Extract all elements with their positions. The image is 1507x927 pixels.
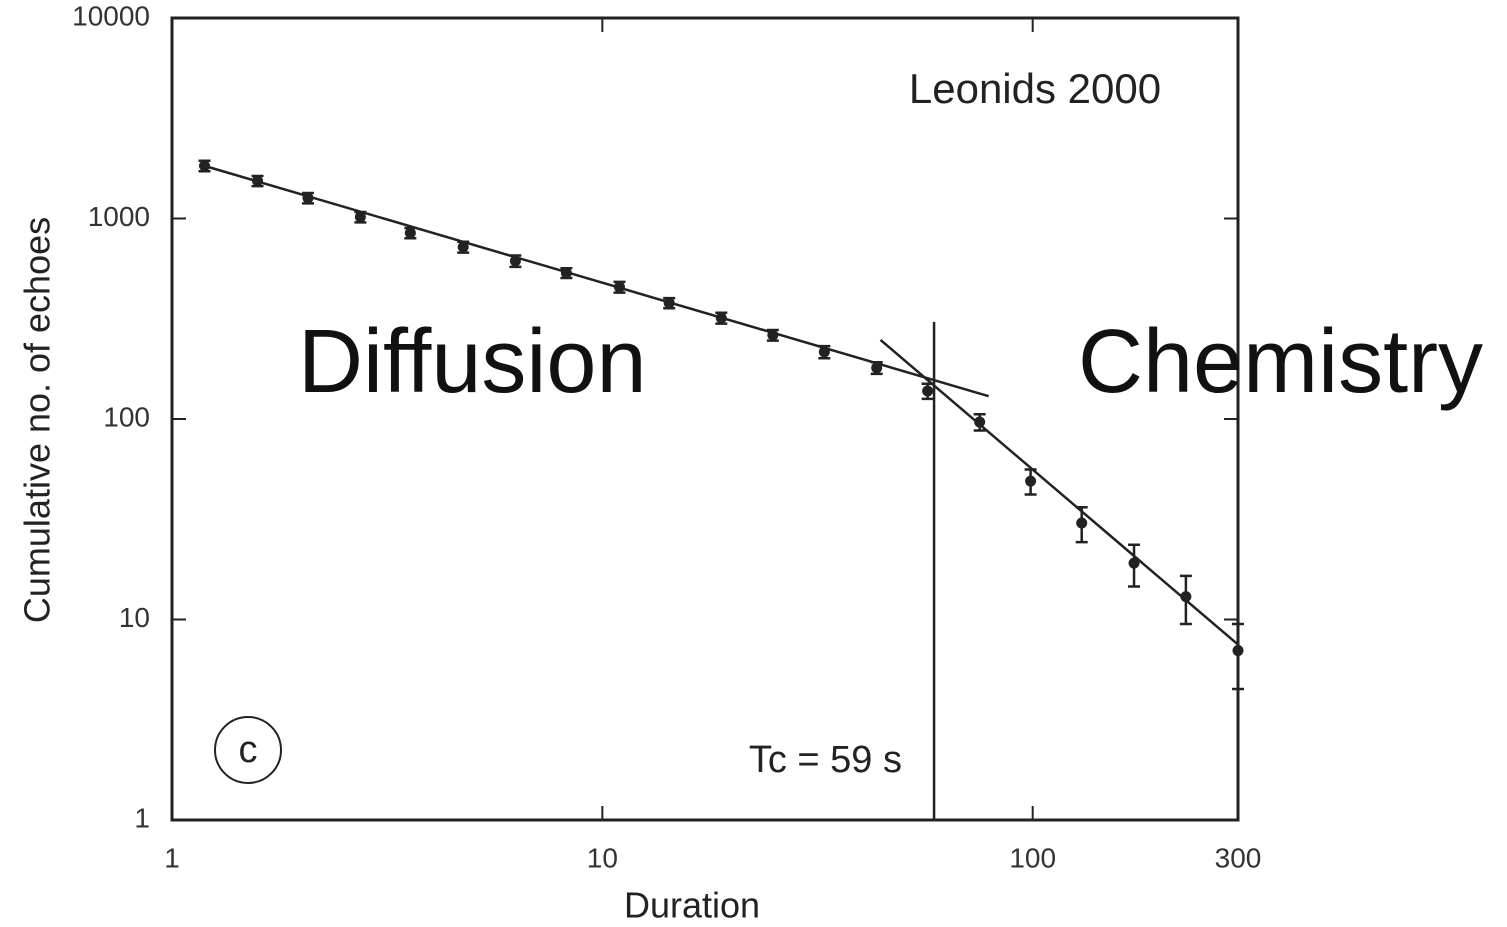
y-axis-label: Cumulative no. of echoes bbox=[17, 217, 58, 623]
data-point bbox=[1128, 557, 1140, 569]
panel-label: c bbox=[239, 729, 258, 771]
fit-line bbox=[879, 338, 1239, 646]
data-point bbox=[974, 416, 986, 428]
data-point bbox=[404, 227, 416, 239]
data-point bbox=[715, 312, 727, 324]
x-tick-label: 10 bbox=[587, 842, 618, 873]
fit-line bbox=[204, 164, 989, 398]
data-point bbox=[457, 241, 469, 253]
x-axis-label: Duration bbox=[624, 885, 760, 926]
annotation: Chemistry bbox=[1078, 312, 1483, 412]
data-point bbox=[818, 346, 830, 358]
y-tick-label: 10 bbox=[119, 602, 150, 633]
data-point bbox=[922, 385, 934, 397]
data-point bbox=[767, 329, 779, 341]
annotation: Diffusion bbox=[298, 312, 647, 412]
y-tick-label: 1 bbox=[134, 802, 150, 833]
data-point bbox=[560, 267, 572, 279]
panel-circle bbox=[214, 716, 282, 784]
annotation: Tc = 59 s bbox=[749, 739, 902, 781]
data-point bbox=[1180, 591, 1192, 603]
data-point bbox=[509, 255, 521, 267]
data-point bbox=[663, 297, 675, 309]
error-bar bbox=[1232, 622, 1244, 691]
data-point bbox=[354, 211, 366, 223]
data-point bbox=[871, 362, 883, 374]
data-point bbox=[613, 281, 625, 293]
plot-frame bbox=[170, 16, 1240, 822]
data-point bbox=[1025, 475, 1037, 487]
x-tick-label: 1 bbox=[164, 842, 180, 873]
data-point bbox=[1076, 517, 1088, 529]
data-point bbox=[1232, 645, 1244, 657]
annotation: Leonids 2000 bbox=[909, 65, 1161, 112]
data-point bbox=[251, 175, 263, 187]
y-tick-label: 100 bbox=[103, 401, 150, 432]
x-tick-label: 100 bbox=[1009, 842, 1056, 873]
y-tick-label: 1000 bbox=[88, 201, 150, 232]
data-point bbox=[302, 192, 314, 204]
x-tick-label: 300 bbox=[1215, 842, 1262, 873]
y-tick-label: 10000 bbox=[72, 0, 150, 31]
data-point bbox=[199, 160, 211, 172]
